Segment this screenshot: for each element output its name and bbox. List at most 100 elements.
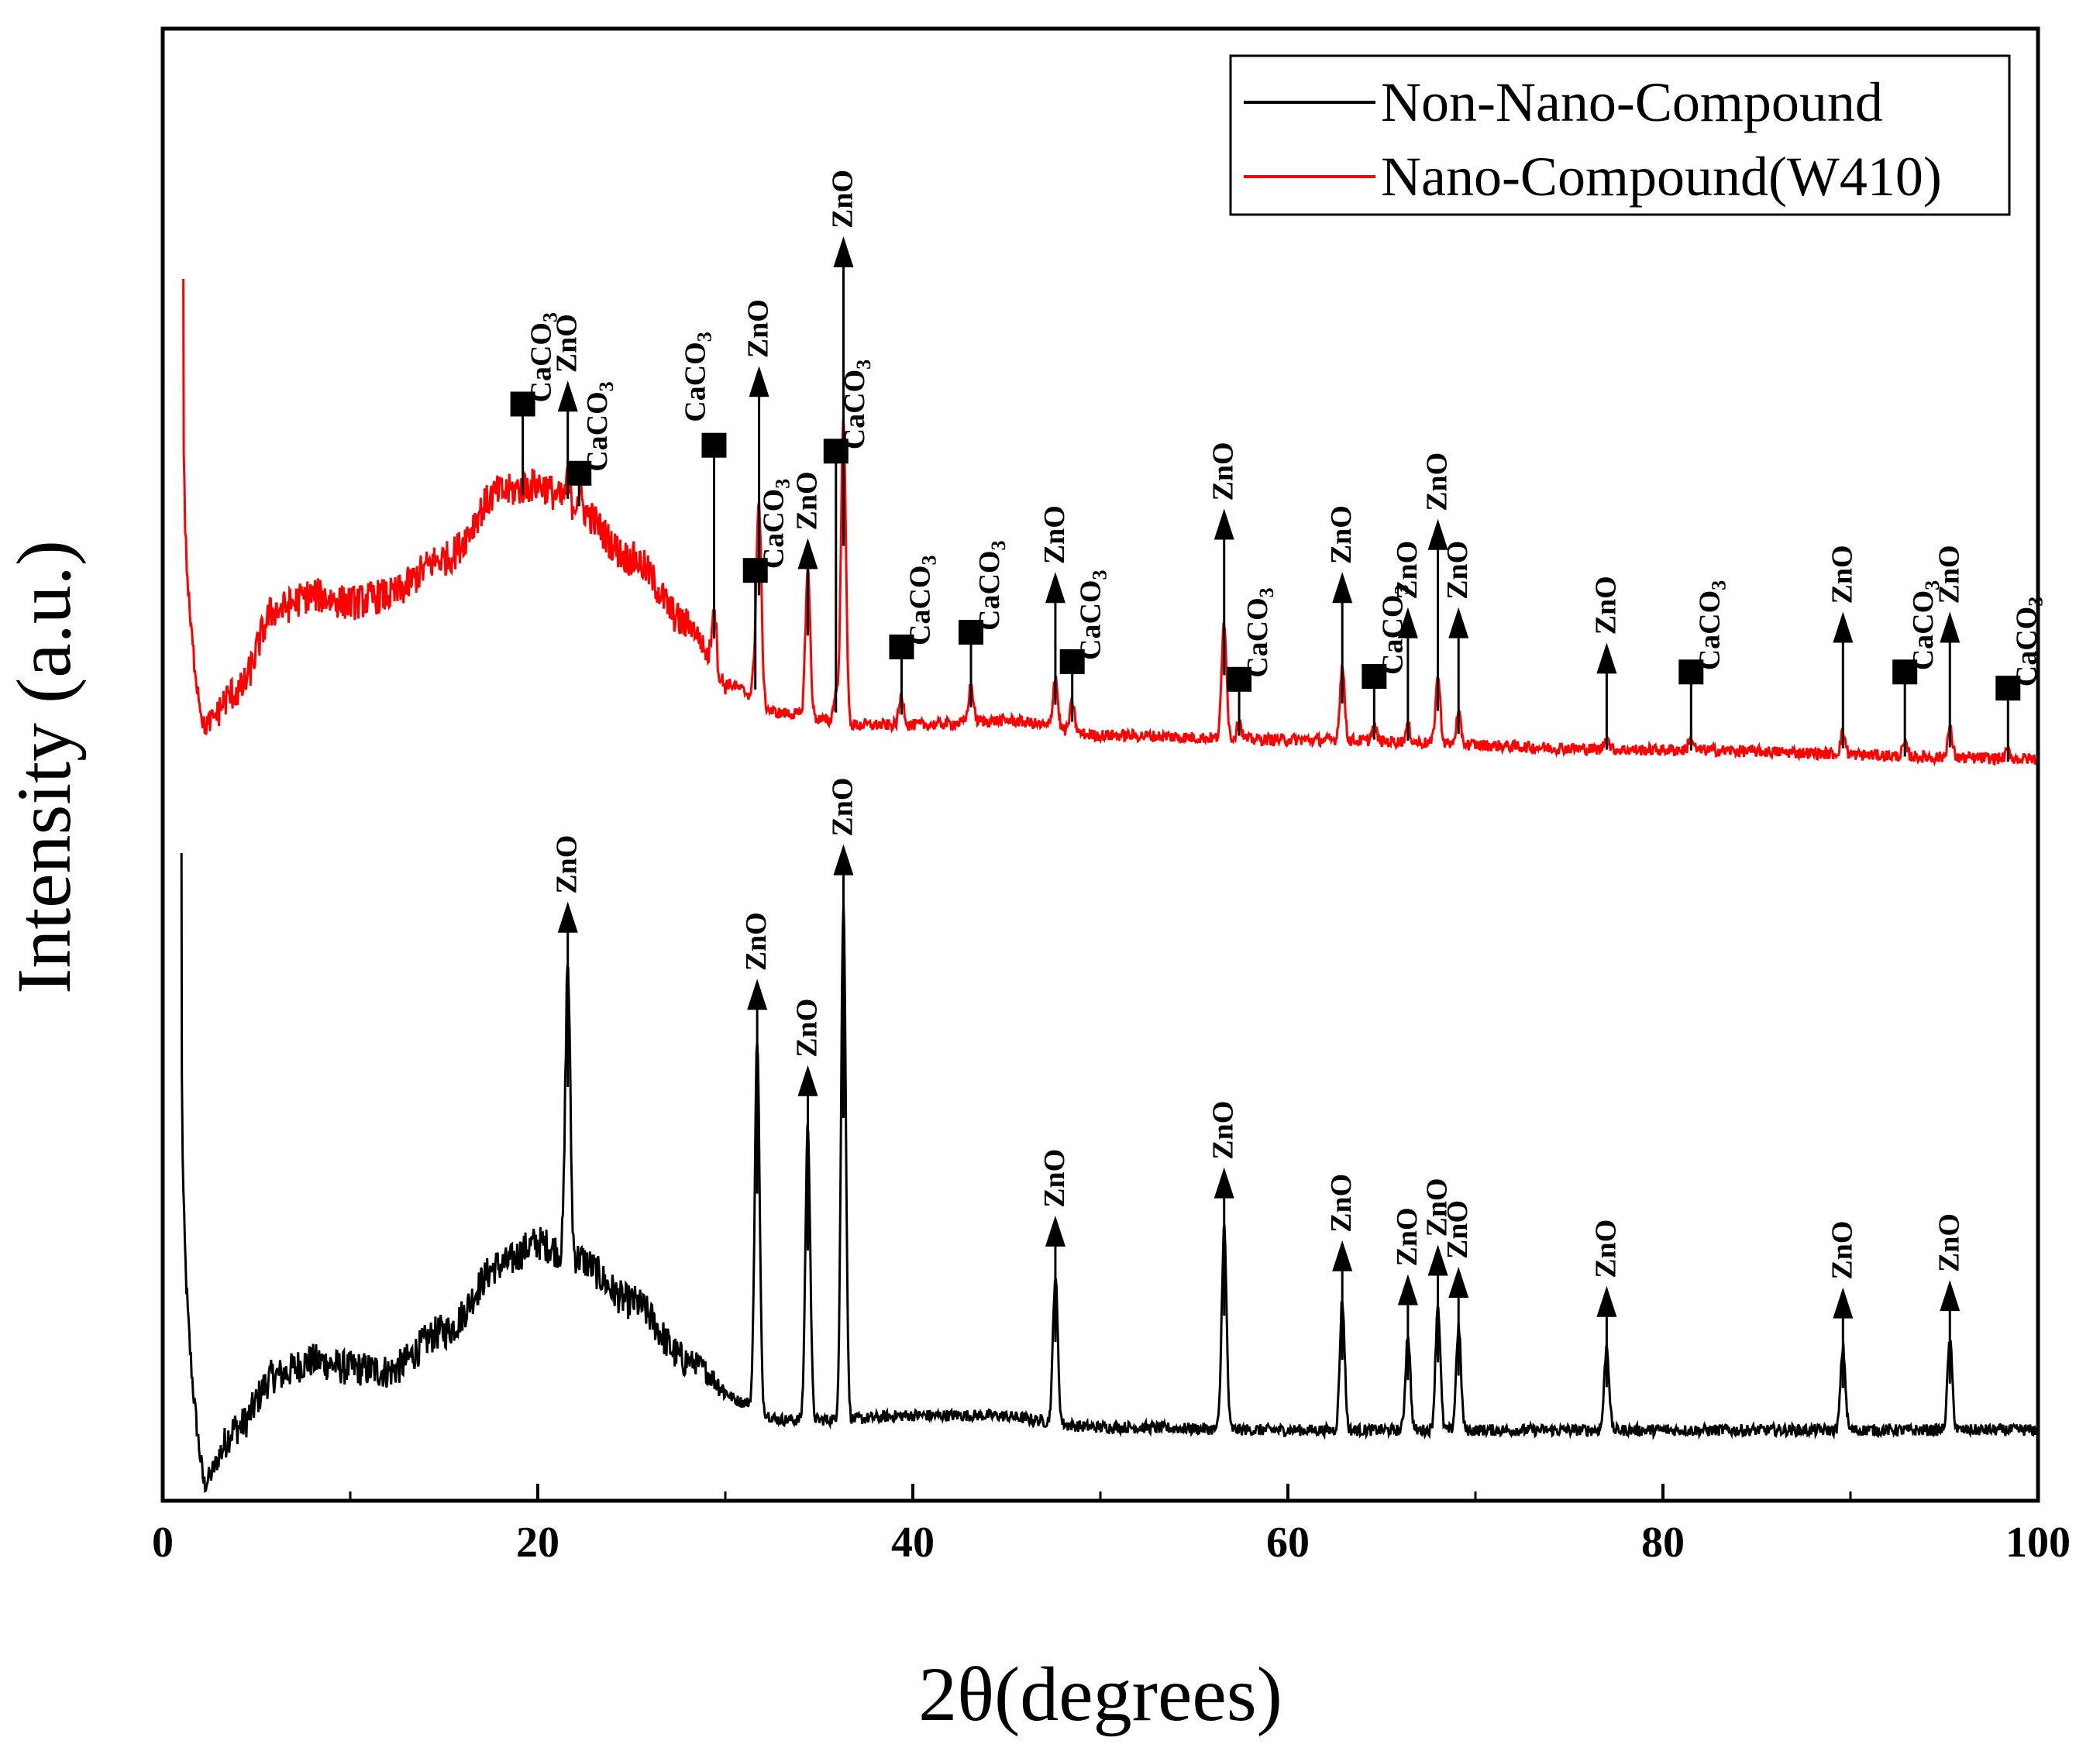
zno-arrow-marker (1596, 1285, 1617, 1317)
peak-label-text: CaCO (1693, 590, 1726, 670)
series-layer (180, 278, 2039, 1493)
peak-label-subscript: 3 (539, 312, 562, 322)
zno-arrow-marker (1448, 1267, 1469, 1298)
peak-label-zno: ZnO (1441, 541, 1474, 600)
peak-label-subscript: 3 (1390, 585, 1413, 595)
zno-arrow-marker (1045, 572, 1065, 604)
peak-label-subscript: 3 (1921, 580, 1943, 590)
peak-label-text: CaCO (1907, 590, 1940, 670)
peak-label-zno: ZnO (1589, 576, 1622, 635)
peak-label-text: ZnO (1441, 541, 1474, 600)
caco3-square-marker (701, 432, 727, 458)
caco3-square-marker (889, 635, 914, 659)
peak-label-zno: ZnO (1441, 1200, 1474, 1259)
x-tick-label: 20 (516, 1519, 559, 1567)
peak-label-caco3: CaCO3 (904, 556, 941, 645)
series-line-non-nano (180, 852, 2039, 1493)
peak-label-text: ZnO (791, 471, 824, 530)
peak-label-zno: ZnO (1421, 1178, 1454, 1237)
x-tick-label: 40 (891, 1519, 935, 1567)
peak-label-text: ZnO (1421, 452, 1454, 511)
legend-label-non-nano: Non-Nano-Compound (1381, 71, 1883, 133)
peak-label-zno: ZnO (1207, 1101, 1240, 1160)
peak-label-caco3: CaCO3 (525, 312, 562, 402)
zno-arrow-marker (557, 901, 578, 933)
peak-label-zno: ZnO (742, 299, 775, 358)
peak-label-zno: ZnO (1589, 1220, 1622, 1278)
peak-label-text: ZnO (1038, 1149, 1071, 1208)
peak-label-zno: ZnO (1038, 505, 1071, 564)
caco3-square-marker (1059, 649, 1085, 674)
peak-label-subscript: 3 (772, 479, 794, 489)
peak-label-text: ZnO (827, 778, 859, 837)
peak-label-text: CaCO (758, 489, 790, 569)
peak-label-text: ZnO (1325, 1174, 1358, 1233)
zno-arrow-marker (1940, 1280, 1961, 1312)
peak-label-text: CaCO (680, 342, 712, 421)
zno-arrow-marker (557, 380, 578, 412)
caco3-square-marker (510, 391, 535, 417)
peak-label-zno: ZnO (1826, 1221, 1858, 1280)
peak-label-zno: ZnO (1826, 545, 1858, 604)
zno-arrow-marker (1596, 642, 1617, 674)
zno-arrow-marker (1214, 1167, 1234, 1199)
peak-label-zno: ZnO (791, 999, 824, 1058)
peak-label-zno: ZnO (1421, 452, 1454, 511)
peak-label-zno: ZnO (551, 314, 584, 373)
peak-label-text: CaCO (1241, 597, 1274, 677)
caco3-square-marker (1995, 676, 2021, 701)
peak-label-zno: ZnO (1933, 545, 1965, 604)
zno-arrow-marker (1332, 1240, 1353, 1271)
zno-arrow-marker (1397, 607, 1418, 638)
zno-arrow-marker (1427, 1244, 1448, 1276)
peak-label-caco3: CaCO3 (581, 381, 618, 471)
x-tick-label: 0 (152, 1519, 174, 1567)
peak-label-subscript: 3 (595, 381, 618, 391)
peak-label-zno: ZnO (1325, 1174, 1358, 1233)
zno-arrow-marker (1397, 1274, 1418, 1306)
peak-label-zno: ZnO (551, 835, 584, 894)
series-line-nano (182, 278, 2039, 768)
zno-arrow-marker (797, 538, 818, 569)
peak-label-text: ZnO (740, 912, 773, 971)
zno-arrow-marker (1214, 508, 1234, 540)
peak-label-text: ZnO (1391, 1207, 1424, 1266)
peak-label-text: CaCO (1075, 580, 1107, 660)
caco3-square-marker (742, 558, 768, 583)
y-axis-title: Intensity (a.u.) (1, 540, 87, 994)
peak-label-text: CaCO (581, 391, 614, 471)
x-axis: 0 20 40 60 80 100 (152, 1484, 2071, 1567)
peak-label-text: ZnO (1038, 505, 1071, 564)
peak-label-text: ZnO (1421, 1178, 1454, 1237)
peak-label-caco3: CaCO3 (680, 332, 716, 421)
peak-label-caco3: CaCO3 (973, 541, 1010, 631)
peak-label-caco3: CaCO3 (758, 479, 794, 569)
peak-label-subscript: 3 (852, 360, 875, 370)
peak-label-text: CaCO (973, 551, 1006, 631)
zno-arrow-marker (1448, 607, 1469, 638)
legend: Non-Nano-Compound Nano-Compound(W410) (1229, 54, 2011, 216)
peak-label-text: ZnO (551, 314, 584, 373)
peak-label-text: ZnO (1325, 505, 1358, 564)
peak-label-text: CaCO (525, 322, 558, 402)
peak-label-text: ZnO (1589, 1220, 1622, 1278)
zno-arrow-marker (749, 366, 769, 397)
peak-label-text: ZnO (742, 299, 775, 358)
peak-label-zno: ZnO (1038, 1149, 1071, 1208)
caco3-square-marker (566, 460, 592, 486)
peak-label-caco3: CaCO3 (1075, 570, 1111, 660)
zno-arrow-marker (833, 844, 854, 876)
peak-label-zno: ZnO (827, 170, 859, 229)
caco3-square-marker (1362, 664, 1387, 689)
peak-label-text: ZnO (1826, 545, 1858, 604)
x-axis-title: 2θ(degrees) (918, 1651, 1282, 1737)
peak-label-zno: ZnO (827, 778, 859, 837)
caco3-square-marker (959, 620, 984, 645)
peak-label-text: ZnO (1933, 545, 1965, 604)
legend-box (1229, 54, 2011, 216)
peak-label-zno: ZnO (1391, 541, 1424, 600)
x-tick-label: 100 (2005, 1519, 2071, 1567)
